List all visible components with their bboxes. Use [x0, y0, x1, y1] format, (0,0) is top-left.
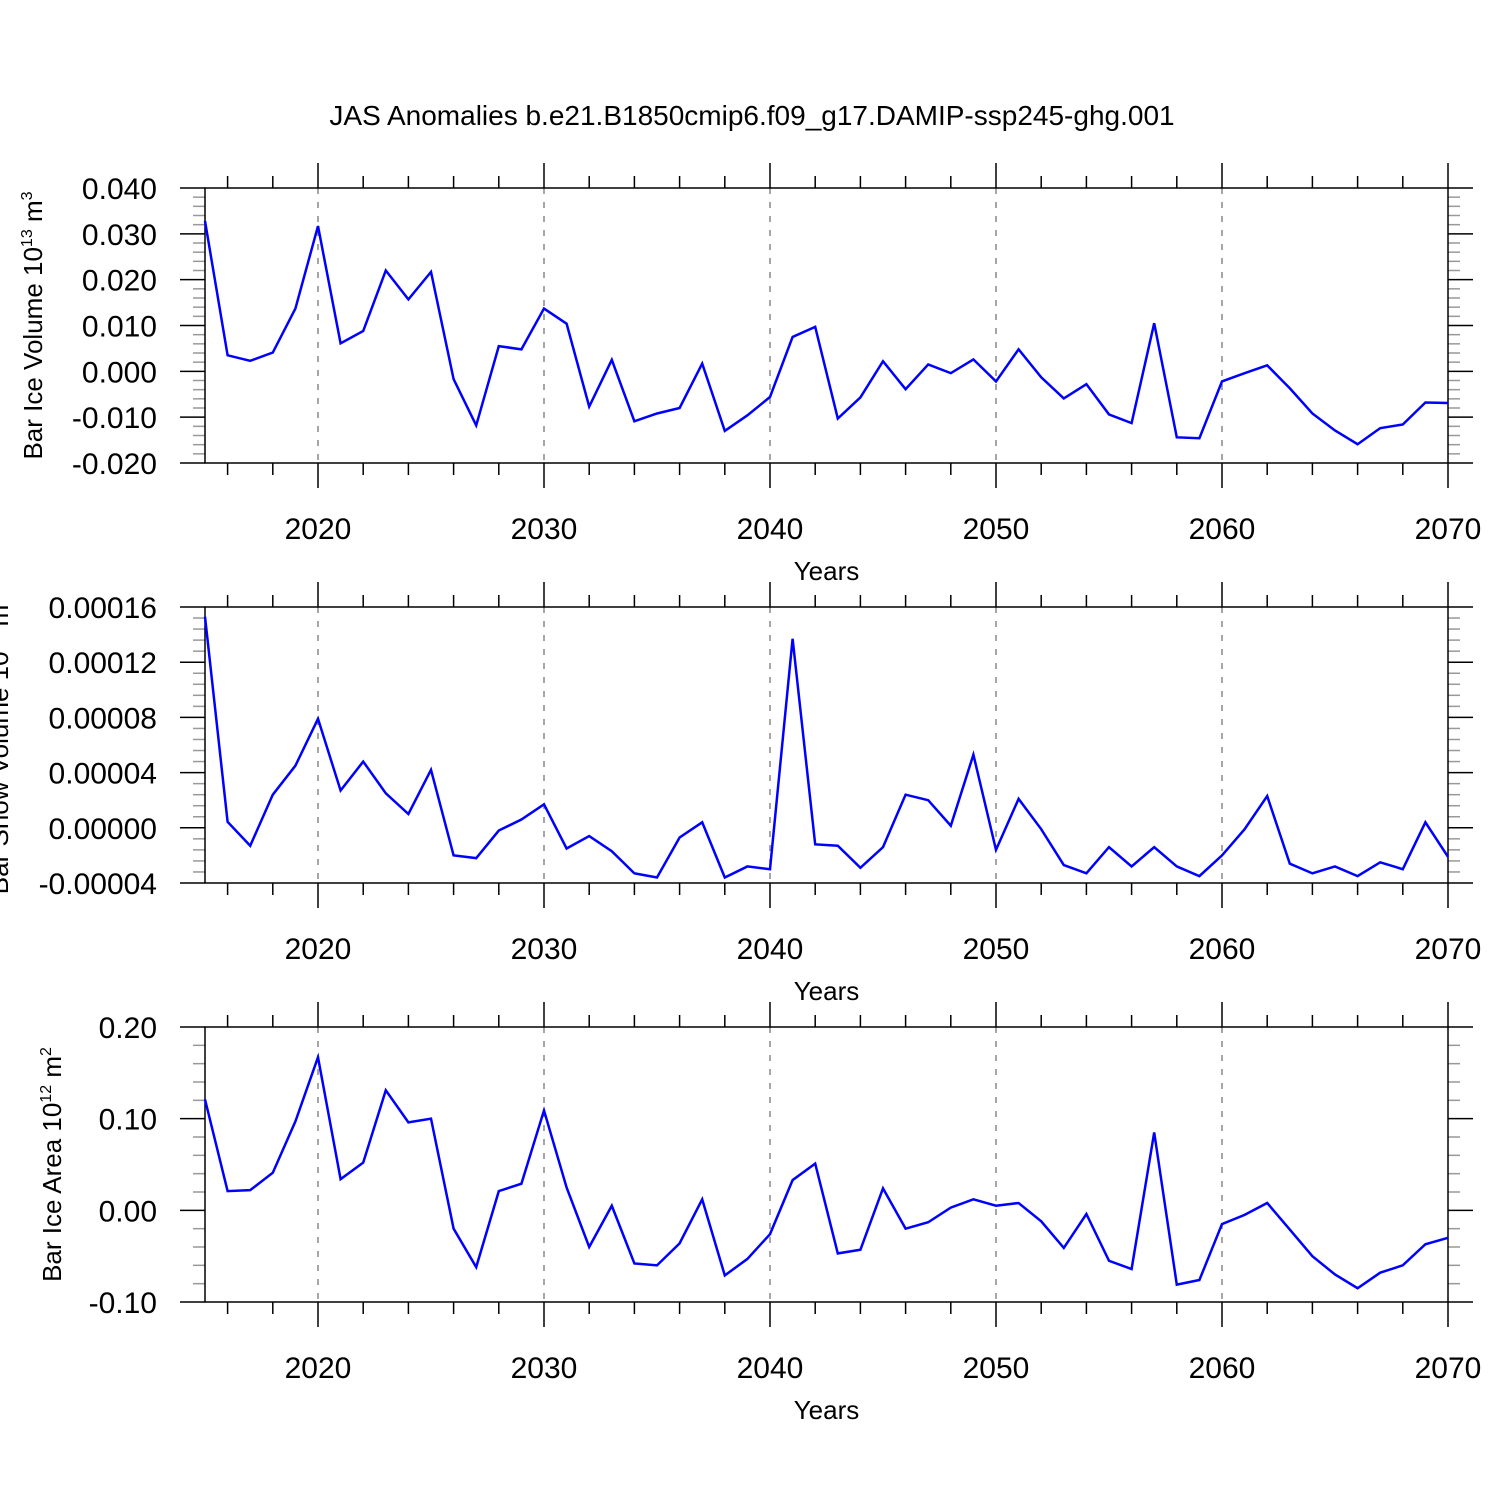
series-line [203, 616, 1450, 880]
y-tick-label: 0.00 [99, 1195, 157, 1228]
x-tick-label: 2040 [737, 933, 804, 966]
y-tick-label: 0.040 [82, 173, 157, 206]
x-axis-label: Years [794, 976, 860, 1006]
plot-frame [204, 187, 1449, 464]
y-tick-label: 0.00004 [49, 758, 157, 791]
y-tick-label: 0.00008 [49, 702, 157, 735]
y-tick-label: 0.00016 [49, 592, 157, 625]
y-axis-label: Bar Ice Volume 1013 m3 [18, 191, 48, 459]
y-tick-label: -0.10 [89, 1287, 157, 1320]
x-tick-label: 2060 [1189, 933, 1256, 966]
y-tick-label: -0.00004 [39, 868, 157, 901]
y-tick-label: 0.030 [82, 219, 157, 252]
plot-frame [204, 606, 1449, 884]
x-tick-label: 2050 [963, 513, 1030, 546]
x-tick-label: 2020 [285, 1352, 352, 1385]
y-tick-label: 0.20 [99, 1012, 157, 1045]
chart-title: JAS Anomalies b.e21.B1850cmip6.f09_g17.D… [329, 100, 1174, 131]
y-tick-label: 0.10 [99, 1104, 157, 1137]
x-tick-label: 2070 [1415, 513, 1482, 546]
y-tick-label: 0.000 [82, 356, 157, 389]
x-tick-label: 2020 [285, 513, 352, 546]
y-tick-label: 0.010 [82, 311, 157, 344]
panel-3: -0.10 0.00 0.10 0.20 2020 2030 2040 2050 2060 207… [37, 1002, 1481, 1425]
x-tick-label: 2030 [511, 933, 578, 966]
x-tick-label: 2040 [737, 1352, 804, 1385]
x-tick-label: 2030 [511, 513, 578, 546]
x-tick-label: 2040 [737, 513, 804, 546]
y-tick-label: -0.020 [72, 448, 157, 481]
panel-1: -0.020 -0.010 0.000 0.010 0.020 0.030 0.040 202… [18, 163, 1481, 586]
plot-frame [204, 1026, 1449, 1303]
x-tick-label: 2060 [1189, 513, 1256, 546]
x-axis-label: Years [794, 556, 860, 586]
x-tick-label: 2020 [285, 933, 352, 966]
x-tick-label: 2050 [963, 1352, 1030, 1385]
x-tick-label: 2070 [1415, 1352, 1482, 1385]
x-tick-label: 2050 [963, 933, 1030, 966]
y-axis-label: Bar Snow Volume 1013 m3 [0, 596, 14, 895]
x-tick-label: 2030 [511, 1352, 578, 1385]
x-tick-label: 2060 [1189, 1352, 1256, 1385]
y-tick-label: 0.020 [82, 265, 157, 298]
y-tick-label: 0.00000 [49, 813, 157, 846]
series-line [203, 1052, 1449, 1290]
x-axis-label: Years [794, 1395, 860, 1425]
panel-2: -0.00004 0.00000 0.00004 0.00008 0.00012 0.00… [0, 582, 1481, 1006]
y-tick-label: 0.00012 [49, 647, 157, 680]
x-tick-label: 2070 [1415, 933, 1482, 966]
y-axis-label: Bar Ice Area 1012 m2 [37, 1047, 67, 1282]
y-tick-label: -0.010 [72, 402, 157, 435]
series-line [203, 220, 1449, 446]
